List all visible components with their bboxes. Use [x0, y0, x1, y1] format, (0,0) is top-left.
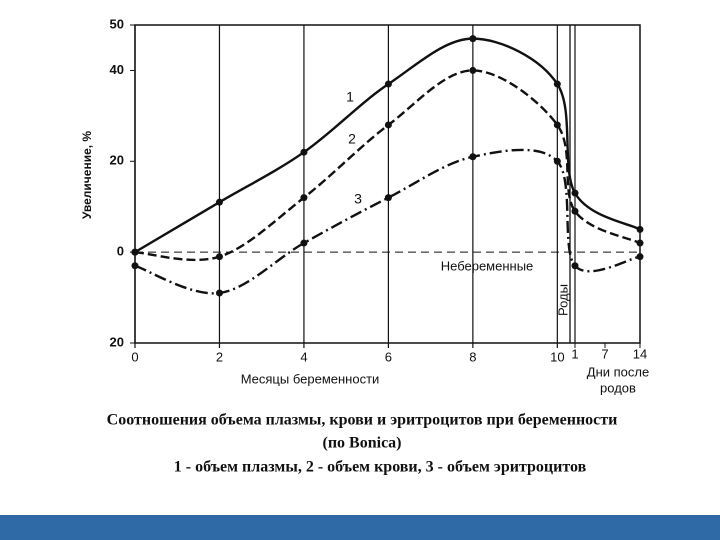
y-tick-label: 20	[110, 153, 124, 168]
series-point	[636, 225, 644, 233]
days-label: Дни после	[587, 364, 649, 379]
series-point	[215, 198, 223, 206]
series-point	[553, 121, 561, 129]
series-point	[469, 35, 477, 43]
series-point	[571, 262, 579, 270]
series-point	[131, 248, 139, 256]
series-point	[300, 194, 308, 202]
x-tick-label: 2	[216, 349, 223, 364]
series-line	[134, 69, 641, 262]
caption: Соотношения объема плазмы, крови и эритр…	[107, 412, 618, 429]
series-point	[384, 80, 392, 88]
y-tick-label: 0	[117, 244, 124, 259]
series-point	[215, 289, 223, 297]
series-point	[553, 157, 561, 165]
series-point	[469, 66, 477, 74]
days-tick-label: 1	[571, 346, 578, 361]
series-point	[571, 207, 579, 215]
series-point	[300, 239, 308, 247]
footer-bar	[0, 515, 720, 540]
series-line	[134, 148, 641, 295]
x-axis-label: Месяцы беременности	[241, 371, 380, 386]
series-point	[636, 239, 644, 247]
days-tick-label: 14	[633, 346, 647, 361]
x-tick-label: 8	[469, 349, 476, 364]
x-tick-label: 6	[385, 349, 392, 364]
caption: (по Bonica)	[323, 435, 402, 452]
series-point	[636, 253, 644, 261]
y-tick-label: 20	[110, 334, 124, 349]
series-point	[215, 253, 223, 261]
days-label: родов	[600, 380, 636, 395]
x-tick-label: 10	[550, 349, 564, 364]
series-point	[553, 80, 561, 88]
days-tick-label: 7	[601, 346, 608, 361]
series-point	[469, 153, 477, 161]
y-tick-label: 40	[110, 62, 124, 77]
series-point	[571, 189, 579, 197]
series-point	[384, 194, 392, 202]
birth-label: Роды	[555, 284, 570, 316]
caption: 1 - объем плазмы, 2 - объем крови, 3 - о…	[174, 459, 587, 476]
series-line	[134, 37, 641, 254]
x-tick-label: 0	[131, 349, 138, 364]
baseline-label: Небеременные	[441, 258, 534, 273]
y-axis-label: Увеличение, %	[80, 131, 94, 220]
series-label: 1	[346, 89, 354, 105]
x-tick-label: 4	[300, 349, 307, 364]
series-point	[384, 121, 392, 129]
series-label: 2	[348, 131, 356, 147]
series-point	[131, 262, 139, 270]
series-label: 3	[354, 191, 362, 207]
y-tick-label: 50	[110, 16, 124, 31]
series-point	[300, 148, 308, 156]
